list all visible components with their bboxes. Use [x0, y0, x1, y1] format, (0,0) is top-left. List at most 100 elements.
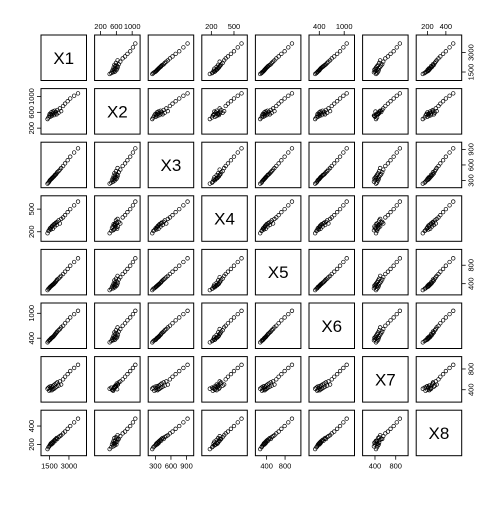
data-point	[185, 308, 190, 313]
data-point	[334, 51, 340, 57]
data-point	[225, 374, 231, 379]
data-point	[447, 203, 452, 208]
panel-frame	[362, 356, 409, 403]
data-point	[115, 216, 120, 222]
panel-frame	[94, 302, 141, 349]
data-point	[374, 438, 380, 443]
data-point	[231, 263, 237, 268]
data-point	[344, 256, 349, 261]
data-point	[170, 269, 175, 274]
data-point	[59, 108, 64, 114]
data-point	[62, 374, 68, 379]
data-point	[170, 374, 175, 379]
data-point	[334, 209, 340, 215]
panel-X2-X3	[147, 88, 195, 135]
data-point	[270, 59, 276, 64]
panel-frame	[147, 88, 195, 135]
data-point	[75, 308, 81, 313]
data-point	[388, 426, 393, 431]
data-point	[385, 429, 391, 434]
data-point	[130, 150, 136, 155]
panel-X2-X2: X2	[94, 88, 141, 135]
panel-X1-X6	[308, 34, 355, 81]
data-point	[451, 41, 456, 46]
data-point	[173, 99, 178, 104]
data-point	[133, 146, 138, 151]
data-point	[217, 326, 222, 332]
data-point	[239, 416, 244, 421]
data-point	[282, 315, 287, 320]
data-point	[212, 109, 217, 114]
data-point	[75, 199, 81, 204]
data-point	[109, 445, 114, 450]
data-point	[289, 91, 295, 96]
data-point	[71, 365, 77, 371]
panel-frame	[415, 409, 463, 457]
data-point	[130, 45, 136, 50]
data-point	[379, 63, 384, 68]
data-point	[173, 209, 178, 215]
panel-X8-X8: X8	[415, 409, 463, 457]
data-point	[378, 165, 383, 171]
data-point	[235, 365, 240, 371]
tick-label: 200	[421, 22, 434, 31]
data-point	[165, 382, 170, 387]
data-point	[341, 93, 346, 98]
data-point	[122, 54, 128, 59]
data-point	[225, 269, 231, 274]
data-point	[118, 434, 123, 439]
panel-frame	[201, 248, 248, 296]
tick-label: 600	[467, 159, 476, 172]
data-point	[279, 209, 284, 215]
panel-X2-X1	[40, 88, 87, 135]
data-point	[440, 266, 446, 272]
data-point	[239, 41, 244, 46]
data-point	[225, 54, 231, 59]
data-point	[391, 263, 396, 268]
data-point	[228, 318, 234, 323]
data-point	[327, 382, 333, 387]
data-point	[289, 416, 295, 421]
data-point	[332, 161, 337, 166]
panel-frame	[362, 409, 409, 457]
data-point	[118, 221, 123, 226]
data-point	[75, 362, 81, 367]
data-point	[388, 266, 393, 272]
data-point	[431, 384, 437, 389]
tick-label: 400	[467, 277, 476, 290]
data-point	[228, 158, 234, 163]
panel-X5-X3	[147, 248, 195, 296]
panel-X7-X8	[415, 356, 463, 403]
data-point	[375, 171, 381, 176]
panel-X6-X5	[254, 302, 302, 349]
panel-X6-X4	[201, 302, 248, 349]
data-point	[329, 377, 334, 382]
tick-label: 1000	[124, 22, 141, 31]
data-point	[217, 167, 222, 172]
data-point	[373, 222, 379, 227]
data-point	[274, 323, 279, 328]
tick-label: 600	[27, 106, 36, 119]
data-point	[185, 41, 190, 46]
panel-X3-X3: X3	[147, 141, 195, 189]
x-axis-bottom-X3: 300 600 900	[149, 455, 193, 471]
data-point	[177, 96, 182, 101]
data-point	[388, 209, 393, 215]
data-point	[65, 426, 70, 431]
tick-label: 200	[27, 225, 36, 238]
data-point	[332, 374, 337, 379]
data-point	[434, 382, 439, 387]
x-axis-bottom-X7: 400 800	[369, 455, 402, 471]
data-point	[341, 150, 346, 155]
data-point	[374, 111, 380, 116]
data-point	[394, 311, 399, 317]
data-point	[385, 269, 391, 274]
tick-label: 900	[467, 143, 476, 156]
data-point	[378, 433, 383, 438]
data-point	[286, 365, 291, 371]
data-point	[282, 423, 287, 429]
data-point	[125, 426, 130, 431]
panel-X3-X6	[308, 141, 355, 189]
data-point	[56, 276, 61, 281]
data-point	[391, 206, 396, 212]
